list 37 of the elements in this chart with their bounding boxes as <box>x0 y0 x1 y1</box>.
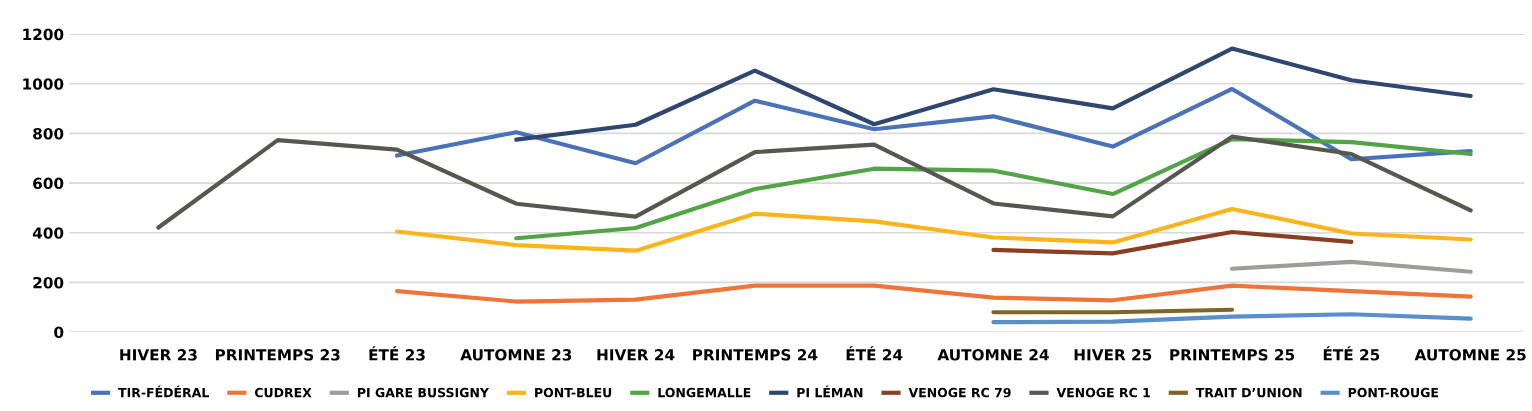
x-tick-label: PRINTEMPS 23 <box>215 349 340 361</box>
line-series <box>394 283 1473 304</box>
y-tick-label: 800 <box>33 127 64 140</box>
x-tick-label: HIVER 23 <box>120 349 197 361</box>
legend-label: CUDREX <box>254 387 312 398</box>
y-tick-label: 200 <box>33 276 64 289</box>
line-series <box>991 229 1354 256</box>
line-series <box>394 206 1473 253</box>
legend-label: PONT-ROUGE <box>1348 387 1439 398</box>
line-series <box>991 312 1473 325</box>
x-tick-label: AUTOMNE 23 <box>460 349 572 361</box>
legend-label: VENOGE RC 1 <box>1056 387 1150 398</box>
legend-label: TIR-FÉDÉRAL <box>118 385 209 398</box>
legend-label: LONGEMALLE <box>658 387 751 398</box>
x-tick-label: PRINTEMPS 25 <box>1170 349 1295 361</box>
x-tick-label: HIVER 24 <box>597 349 675 361</box>
legend-label: PI LÉMAN <box>797 385 863 398</box>
y-tick-label: 600 <box>33 177 64 190</box>
legend-label: PONT-BLEU <box>535 387 612 398</box>
line-series <box>394 86 1473 166</box>
line-series <box>514 137 1473 241</box>
x-tick-label: ÉTÉ 24 <box>846 346 903 361</box>
y-tick-label: 0 <box>54 326 64 339</box>
x-tick-label: AUTOMNE 25 <box>1414 349 1526 361</box>
x-tick-label: AUTOMNE 24 <box>937 349 1049 361</box>
line-series <box>156 134 1473 230</box>
y-tick-label: 1200 <box>23 28 64 41</box>
y-tick-label: 400 <box>32 227 64 239</box>
legend-label: TRAIT D’UNION <box>1195 387 1302 398</box>
legend-label: VENOGE RC 79 <box>908 387 1011 398</box>
legend-label: PI GARE BUSSIGNY <box>357 387 490 398</box>
x-tick-label: PRINTEMPS 24 <box>693 349 818 361</box>
x-tick-label: ÉTÉ 25 <box>1323 346 1380 361</box>
line-series <box>514 46 1473 142</box>
x-tick-label: HIVER 25 <box>1074 349 1152 361</box>
y-tick-label: 1000 <box>23 78 64 90</box>
x-tick-label: ÉTÉ 23 <box>369 346 425 361</box>
